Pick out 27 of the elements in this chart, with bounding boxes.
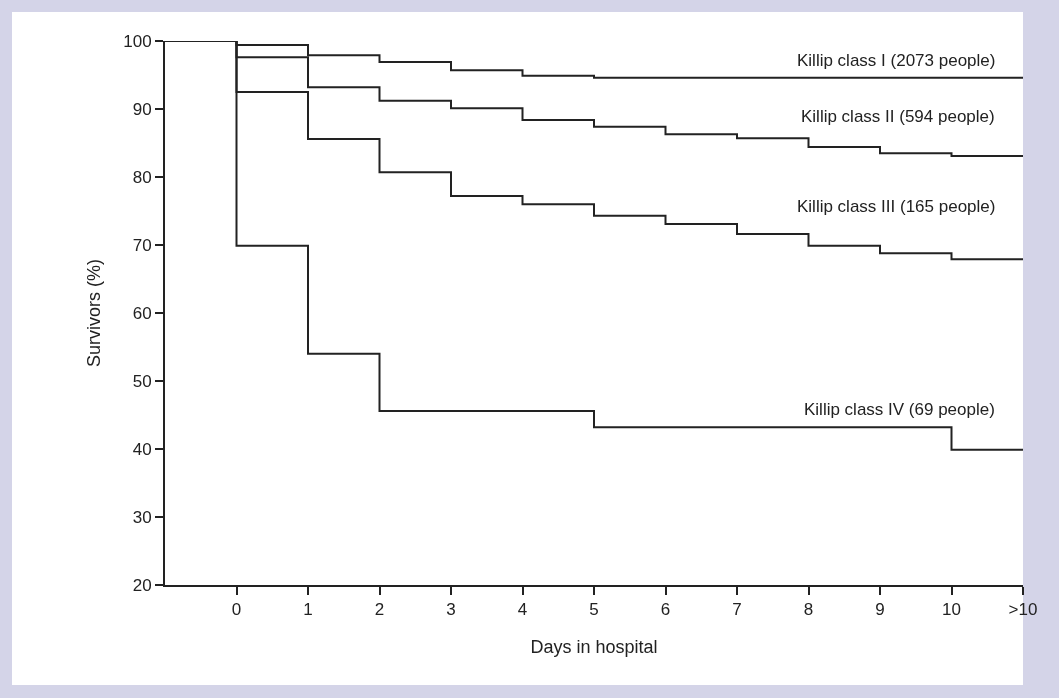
- x-tick-label: 2: [374, 600, 385, 620]
- series-label: Killip class IV (69 people): [804, 400, 995, 419]
- x-tick-label: 10: [942, 600, 961, 620]
- y-tick-label: 100: [123, 31, 152, 51]
- series-label: Killip class III (165 people): [797, 197, 996, 216]
- x-tick-label: 7: [732, 600, 742, 620]
- y-tick-label: 20: [132, 575, 152, 595]
- x-axis-title: Days in hospital: [530, 637, 658, 657]
- y-tick-label: 40: [132, 439, 152, 459]
- x-tick-label: >10: [1008, 600, 1038, 620]
- x-tick-label: 1: [303, 600, 313, 620]
- y-axis-title: Survivors (%): [83, 258, 104, 368]
- y-tick-label: 80: [132, 167, 152, 187]
- series-label: Killip class II (594 people): [801, 107, 995, 126]
- x-tick-label: 5: [589, 600, 599, 620]
- x-tick-label: 8: [803, 600, 814, 620]
- x-tick-label: 0: [231, 600, 242, 620]
- y-tick-label: 50: [132, 371, 152, 391]
- series-label: Killip class I (2073 people): [797, 51, 996, 70]
- y-tick-label: 60: [132, 303, 152, 323]
- x-tick-label: 9: [875, 600, 885, 620]
- x-tick-label: 3: [446, 600, 456, 620]
- x-tick-label: 4: [517, 600, 528, 620]
- y-tick-label: 90: [132, 99, 152, 119]
- y-tick-label: 70: [132, 235, 152, 255]
- y-tick-label: 30: [132, 507, 152, 527]
- x-tick-label: 6: [660, 600, 671, 620]
